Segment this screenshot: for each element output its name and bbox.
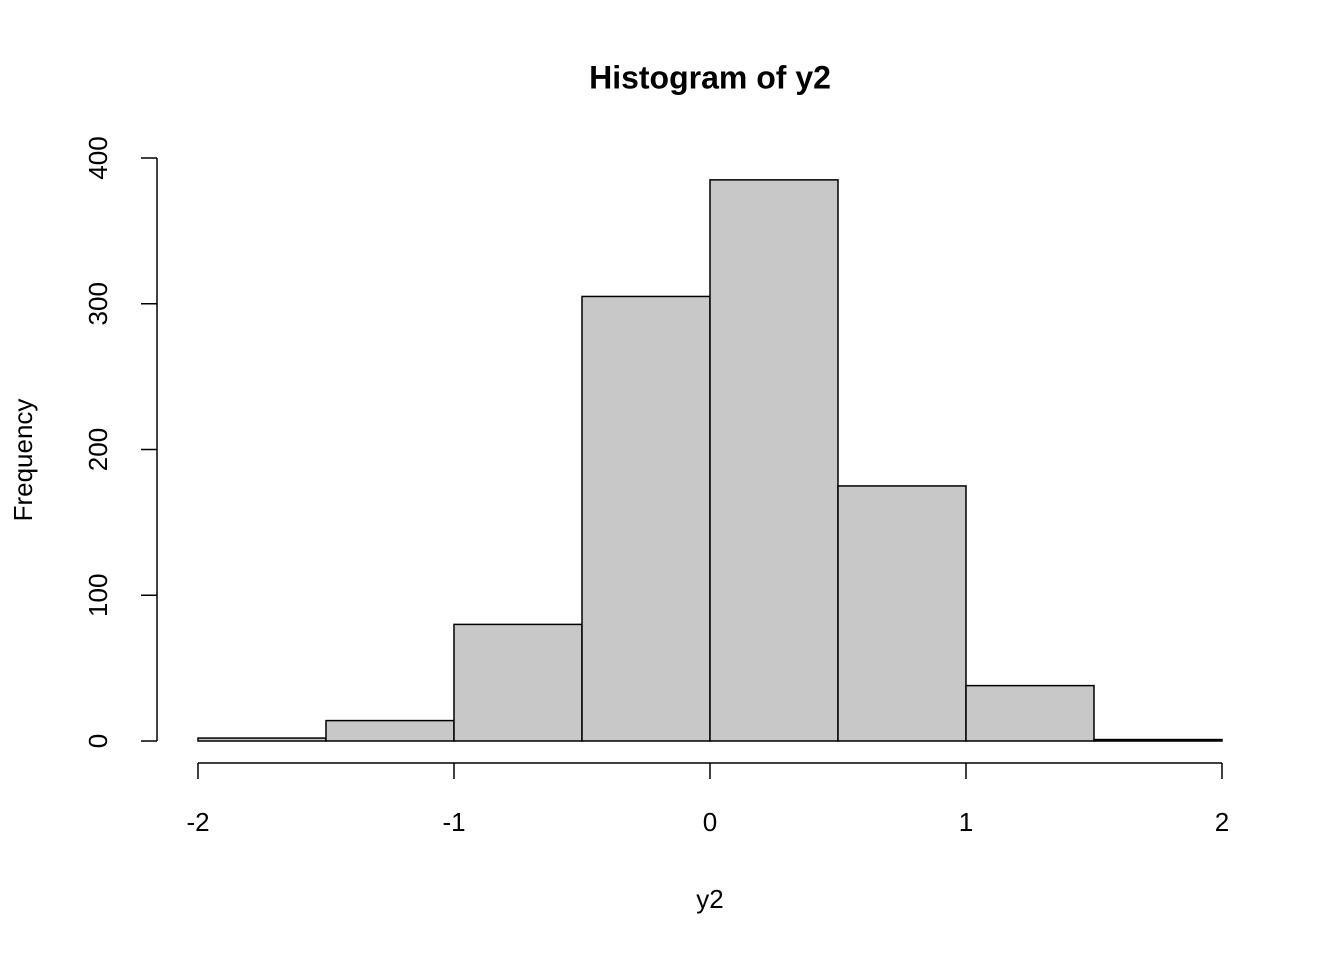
- bar: [325, 719, 455, 742]
- bar: [965, 684, 1095, 742]
- x-tick-label: 2: [1215, 807, 1229, 837]
- bar: [837, 485, 967, 742]
- bar: [581, 295, 711, 742]
- bar: [453, 623, 583, 742]
- y-tick-label: 0: [83, 734, 113, 748]
- y-tick-label: 300: [83, 282, 113, 325]
- chart-title: Histogram of y2: [589, 59, 831, 95]
- bar: [197, 737, 327, 742]
- bar: [709, 179, 839, 742]
- y-tick-label: 200: [83, 428, 113, 471]
- bar: [1093, 738, 1223, 742]
- x-tick-label: -2: [186, 807, 209, 837]
- y-axis-label: Frequency: [8, 399, 38, 522]
- x-tick-label: -1: [442, 807, 465, 837]
- x-tick-label: 0: [703, 807, 717, 837]
- y-tick-label: 100: [83, 574, 113, 617]
- y-tick-label: 400: [83, 136, 113, 179]
- x-tick-label: 1: [959, 807, 973, 837]
- x-axis-label: y2: [696, 884, 723, 914]
